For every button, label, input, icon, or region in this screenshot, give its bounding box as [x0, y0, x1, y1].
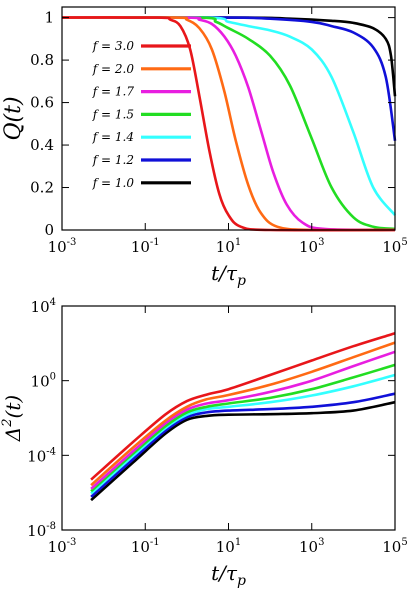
- q-series-f-2-0: [61, 16, 396, 232]
- msd-panel: 10-3 10-1 101 103 105 10-8 10-4 100 104 Δ2(t) t/…: [0, 297, 408, 589]
- msd-x-tick-label: 101: [216, 537, 241, 556]
- legend-label-f-1-2: f = 1.2: [92, 153, 134, 167]
- q-y-tick-label: 1: [44, 9, 54, 27]
- msd-series-f-1-5: [90, 363, 396, 493]
- q-x-axis-label: t/τp: [211, 261, 246, 289]
- q-series-f-1-4: [61, 15, 397, 216]
- q-series-f-1-7: [61, 16, 396, 232]
- q-x-tick-label: 103: [299, 237, 324, 256]
- q-x-tick-label: 10-1: [131, 237, 160, 256]
- msd-series-f-1-4: [90, 373, 396, 495]
- msd-x-tick-label: 10-1: [131, 537, 160, 556]
- msd-series-f-1-7: [90, 350, 396, 490]
- msd-x-axis-label: t/τp: [211, 561, 246, 589]
- msd-y-tick-label: 100: [31, 372, 56, 391]
- msd-x-tick-label: 103: [299, 537, 324, 556]
- legend-label-f-1-5: f = 1.5: [92, 107, 134, 121]
- q-y-tick-label: 0: [44, 221, 54, 239]
- q-series-f-3-0: [61, 16, 396, 232]
- msd-series-f-1-0: [90, 400, 396, 502]
- msd-y-tick-label: 10-4: [27, 446, 56, 465]
- legend-label-f-1-0: f = 1.0: [92, 176, 135, 190]
- msd-series-f-1-2: [90, 392, 396, 498]
- q-x-tick-label: 105: [382, 237, 407, 256]
- q-y-tick-label: 0.6: [30, 94, 54, 112]
- msd-series-f-2-0: [90, 341, 396, 487]
- msd-y-tick-label: 104: [31, 297, 56, 316]
- q-y-axis-label: Q(t): [1, 96, 26, 140]
- msd-x-tick-label: 105: [382, 537, 407, 556]
- msd-x-tick-label: 10-3: [48, 537, 77, 556]
- q-x-tick-label: 101: [216, 237, 241, 256]
- q-series-f-1-2: [61, 16, 397, 141]
- q-series-f-1-5: [61, 15, 396, 231]
- legend-label-f-2-0: f = 2.0: [92, 62, 135, 76]
- q-y-tick-label: 0.2: [30, 179, 54, 197]
- q-y-tick-label: 0.4: [30, 136, 54, 154]
- legend-label-f-1-4: f = 1.4: [92, 130, 134, 144]
- q-y-tick-label: 0.8: [30, 51, 54, 69]
- msd-y-tick-label: 10-8: [27, 521, 56, 540]
- legend-label-f-3-0: f = 3.0: [92, 39, 135, 53]
- q-x-tick-label: 10-3: [48, 237, 77, 256]
- legend-label-f-1-7: f = 1.7: [92, 85, 135, 99]
- msd-plot-frame: [61, 305, 396, 531]
- msd-series-f-3-0: [90, 331, 396, 481]
- msd-y-axis-label: Δ2(t): [0, 395, 25, 442]
- q-of-t-panel: 10-3 10-1 101 103 105 0 0.2 0.4 0.6 0.8 1 f = 3.0 f…: [1, 6, 408, 289]
